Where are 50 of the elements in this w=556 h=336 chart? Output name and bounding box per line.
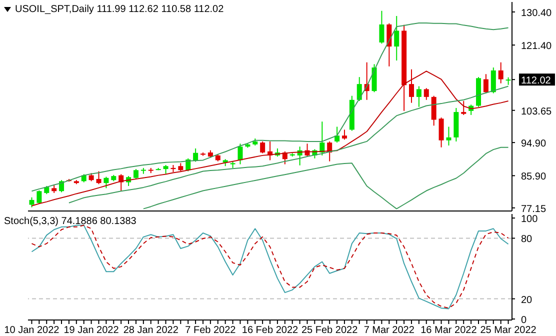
y-tick-label: 103.65 (521, 106, 552, 118)
candlestick (416, 86, 422, 108)
x-tick-label: 28 Jan 2022 (123, 325, 179, 336)
candlestick (379, 10, 384, 44)
candlestick (104, 176, 109, 189)
chart-title: Stoch(5,3,3) 74.1886 80.1383 (4, 216, 136, 227)
line-series (142, 146, 509, 210)
candlestick (483, 74, 488, 94)
chart-title: USOIL_SPT,Daily 111.99 112.62 110.58 112.02 (15, 4, 224, 15)
line-series (31, 22, 509, 192)
candlestick (96, 170, 102, 185)
candlestick (260, 140, 266, 154)
x-tick-label: 16 Mar 2022 (420, 325, 478, 336)
x-tick-label: 7 Mar 2022 (364, 325, 415, 336)
y-tick-label: 20 (521, 294, 533, 306)
y-tick-label: 112.02 (521, 76, 552, 87)
y-tick-label: 130.40 (521, 8, 552, 19)
candlestick (193, 148, 198, 162)
candlestick (424, 88, 429, 100)
candlestick (498, 62, 504, 84)
x-tick-label: 25 Mar 2022 (480, 325, 537, 336)
candlestick (372, 64, 377, 93)
candlestick (356, 76, 362, 102)
candlestick (342, 129, 347, 140)
candlestick (431, 95, 436, 126)
y-tick-label: 77.15 (521, 204, 546, 215)
candlestick (446, 126, 452, 146)
candlestick (461, 100, 466, 116)
candlestick (133, 168, 138, 180)
x-tick-label: 25 Feb 2022 (301, 325, 358, 336)
candlestick (238, 143, 243, 165)
x-tick-label: 16 Feb 2022 (242, 325, 299, 336)
candlestick (36, 190, 42, 205)
candlestick (29, 196, 34, 208)
x-tick-label: 19 Jan 2022 (64, 325, 120, 336)
candlestick (386, 22, 392, 67)
candlestick (490, 66, 496, 94)
candlestick (438, 117, 444, 148)
y-tick-label: 85.90 (521, 172, 546, 183)
x-tick-label: 7 Feb 2022 (185, 325, 236, 336)
x-tick-label: 10 Jan 2022 (4, 325, 60, 336)
candlestick (320, 121, 325, 156)
y-tick-label: 100 (521, 214, 538, 226)
y-tick-label: 121.40 (521, 41, 552, 52)
y-tick-label: 94.90 (521, 138, 546, 150)
y-tick-label: 80 (521, 234, 533, 246)
candlestick (394, 15, 400, 62)
candlestick (409, 68, 414, 104)
candlestick (334, 126, 340, 144)
y-tick-label: 0 (521, 314, 527, 326)
